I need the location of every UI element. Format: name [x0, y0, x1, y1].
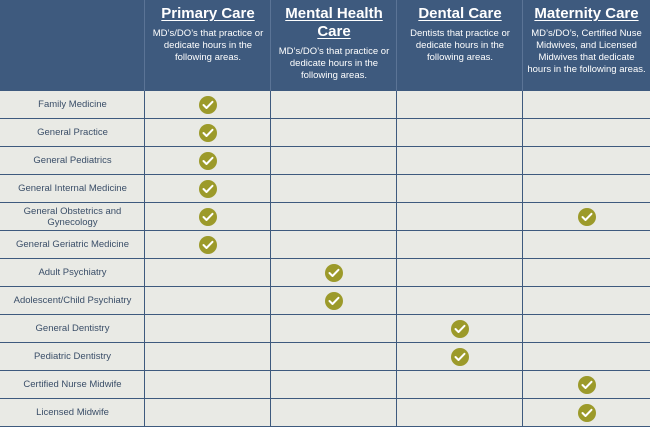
table-row: Adolescent/Child Psychiatry: [0, 287, 650, 315]
column-divider: [270, 91, 271, 426]
table-row: Licensed Midwife: [0, 399, 650, 427]
row-label: Adolescent/Child Psychiatry: [13, 295, 132, 306]
table-row: Certified Nurse Midwife: [0, 371, 650, 399]
column-divider: [396, 91, 397, 426]
check-circle-icon: [199, 124, 217, 142]
row-label: Certified Nurse Midwife: [23, 379, 122, 390]
row-label: Pediatric Dentistry: [33, 351, 112, 362]
row-label: Adult Psychiatry: [38, 267, 107, 278]
header-divider: [522, 0, 523, 91]
row-label: General Dentistry: [35, 323, 110, 334]
check-circle-icon: [451, 320, 469, 338]
table-row: General Practice: [0, 119, 650, 147]
column-description: Dentists that practice or dedicate hours…: [410, 28, 510, 63]
table-header: [0, 0, 650, 91]
check-circle-icon: [577, 376, 596, 394]
table-row: General Pediatrics: [0, 147, 650, 175]
table-row: General Obstetrics and Gynecology: [0, 203, 650, 231]
check-circle-icon: [577, 208, 596, 226]
column-description: MD’s/DO’s that practice or dedicate hour…: [152, 28, 264, 63]
header-divider: [270, 0, 271, 91]
check-circle-icon: [199, 152, 217, 170]
row-label: General Internal Medicine: [18, 183, 127, 194]
check-circle-icon: [199, 96, 217, 114]
table-row: Family Medicine: [0, 91, 650, 119]
check-circle-icon: [325, 292, 343, 310]
table-row: Adult Psychiatry: [0, 259, 650, 287]
check-circle-icon: [199, 180, 217, 198]
table-row: General Internal Medicine: [0, 175, 650, 203]
column-description: MD’s/DO’s that practice or dedicate hour…: [278, 46, 390, 81]
column-title: Primary Care: [161, 5, 255, 22]
row-label: Licensed Midwife: [36, 407, 109, 418]
row-label: General Pediatrics: [33, 155, 112, 166]
check-circle-icon: [325, 264, 343, 282]
row-label: General Geriatric Medicine: [16, 239, 129, 250]
check-circle-icon: [577, 404, 596, 422]
column-description: MD’s/DO’s, Certified Nuse Midwives, and …: [527, 28, 646, 75]
table-row: General Dentistry: [0, 315, 650, 343]
header-divider: [144, 0, 145, 91]
column-header: Mental Health Care MD’s/DO’s that practic…: [271, 0, 397, 91]
column-title: Maternity Care: [534, 5, 639, 22]
table-row: General Geriatric Medicine: [0, 231, 650, 259]
check-circle-icon: [451, 348, 469, 366]
header-divider: [396, 0, 397, 91]
column-title: Dental Care: [418, 5, 502, 22]
column-header: Maternity Care MD’s/DO’s, Certified Nuse …: [523, 0, 650, 91]
column-header: Primary Care MD’s/DO’s that practice or d…: [145, 0, 271, 91]
row-label: General Practice: [37, 127, 108, 138]
check-circle-icon: [199, 236, 217, 254]
table-row: Pediatric Dentistry: [0, 343, 650, 371]
column-header: Dental Care Dentists that practice or ded…: [397, 0, 523, 91]
column-divider: [522, 91, 523, 426]
column-divider: [144, 91, 145, 426]
check-circle-icon: [199, 208, 217, 226]
row-label: General Obstetrics and Gynecology: [23, 205, 122, 228]
row-label: Family Medicine: [38, 99, 107, 110]
column-title: Mental Health Care: [285, 5, 383, 40]
